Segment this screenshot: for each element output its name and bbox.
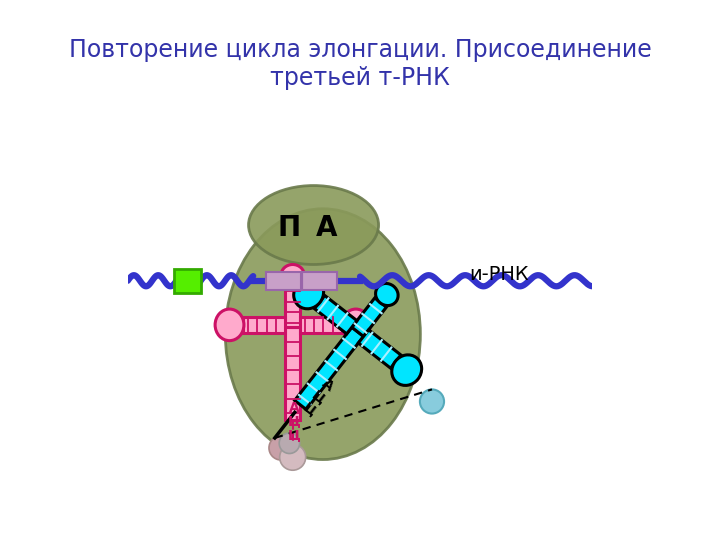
Circle shape <box>279 433 300 454</box>
Ellipse shape <box>341 309 370 341</box>
Polygon shape <box>294 327 364 410</box>
Text: Ц: Ц <box>309 388 328 407</box>
Text: Ц: Ц <box>287 415 300 428</box>
Circle shape <box>420 389 444 414</box>
Polygon shape <box>315 295 357 334</box>
Text: А: А <box>289 401 300 415</box>
Ellipse shape <box>392 355 422 386</box>
Bar <box>266 272 301 290</box>
Text: А: А <box>319 377 336 394</box>
Ellipse shape <box>215 309 244 341</box>
Polygon shape <box>352 298 387 336</box>
Text: Ц: Ц <box>300 400 319 419</box>
Text: П: П <box>278 214 301 242</box>
Text: Повторение цикла элонгации. Присоединение
третьей т-РНК: Повторение цикла элонгации. Присоединени… <box>68 38 652 90</box>
Circle shape <box>269 436 293 460</box>
Text: и-РНК: и-РНК <box>469 265 528 284</box>
Ellipse shape <box>248 186 379 265</box>
Ellipse shape <box>281 265 305 286</box>
Text: Ц: Ц <box>287 428 300 442</box>
Polygon shape <box>359 330 401 368</box>
Bar <box>285 327 300 420</box>
Bar <box>300 316 342 333</box>
Ellipse shape <box>376 284 398 306</box>
Ellipse shape <box>294 278 323 309</box>
Bar <box>302 272 337 290</box>
Text: А: А <box>316 214 337 242</box>
Ellipse shape <box>225 209 420 460</box>
Bar <box>285 285 300 327</box>
Bar <box>174 269 201 293</box>
Circle shape <box>279 444 306 470</box>
Bar <box>243 316 285 333</box>
